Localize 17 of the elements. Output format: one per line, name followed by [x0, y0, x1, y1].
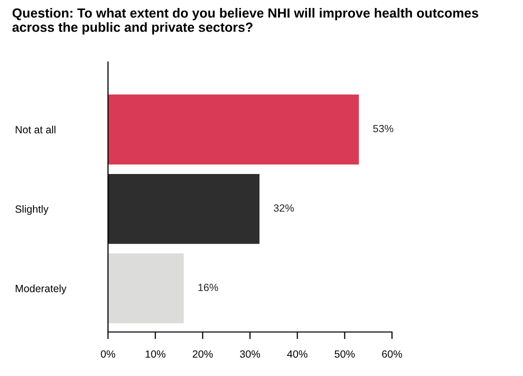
bar	[108, 174, 260, 244]
x-tick-label: 50%	[334, 350, 355, 358]
x-tick-label: 40%	[287, 350, 308, 358]
y-tick-label: Not at all	[16, 126, 56, 134]
bar	[108, 94, 359, 164]
data-label: 16%	[198, 284, 218, 292]
bar	[108, 253, 184, 324]
x-tick-label: 0%	[100, 350, 116, 358]
y-tick-label: Moderately	[16, 284, 66, 294]
chart-title: Question: To what extent do you believe NHI will improve health outcomes across the public and private sectors?	[12, 8, 478, 35]
data-label: 53%	[373, 124, 394, 132]
y-tick-label: Slightly	[15, 205, 49, 215]
x-tick-label: 30%	[240, 350, 260, 358]
x-tick-label: 60%	[382, 350, 402, 358]
data-label: 32%	[274, 204, 294, 212]
x-tick-label: 10%	[146, 350, 166, 358]
x-tick-label: 20%	[192, 350, 213, 358]
